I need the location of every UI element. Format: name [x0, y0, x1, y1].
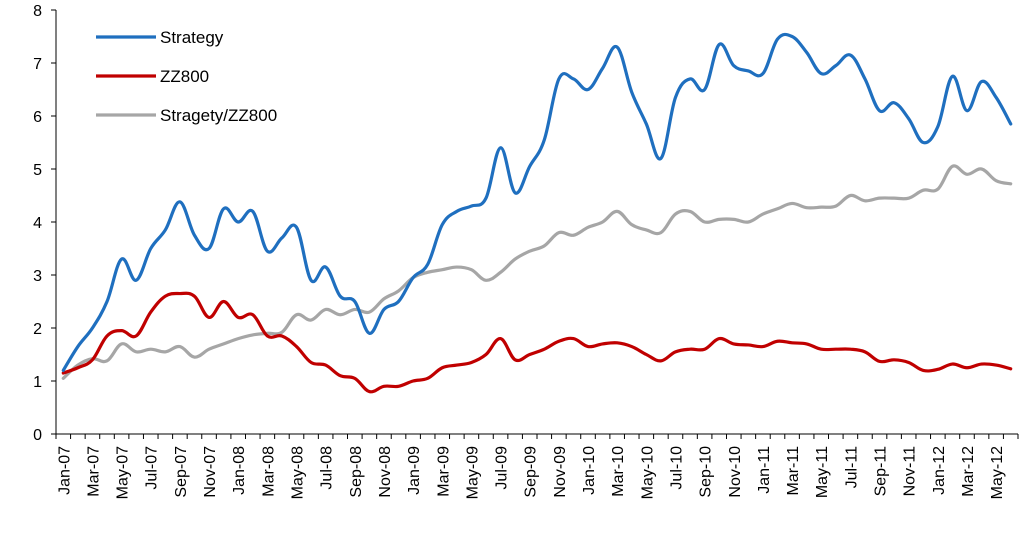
x-tick-label: Jan-10	[581, 446, 598, 495]
x-tick-label: Nov-08	[377, 446, 394, 498]
x-tick-label: Mar-08	[260, 446, 277, 497]
x-tick-label: May-11	[814, 446, 831, 498]
x-tick-label: Nov-07	[202, 446, 219, 498]
x-tick-label: Sep-10	[698, 446, 715, 498]
x-tick-label: Jan-09	[406, 446, 423, 495]
x-tick-label: Jan-07	[56, 446, 73, 495]
x-tick-label: Jul-09	[494, 446, 511, 490]
x-tick-label: Jan-12	[931, 446, 948, 495]
legend-label: ZZ800	[160, 67, 209, 86]
x-tick-label: Jan-11	[756, 446, 773, 494]
x-tick-label: Mar-12	[960, 446, 977, 497]
y-tick-label: 2	[33, 321, 42, 338]
x-tick-label: Jul-10	[668, 446, 685, 490]
legend-label: Stragety/ZZ800	[160, 106, 277, 125]
x-tick-label: May-07	[115, 446, 132, 499]
x-tick-label: Mar-07	[85, 446, 102, 497]
y-tick-label: 3	[33, 268, 42, 285]
x-tick-label: Sep-11	[873, 446, 890, 497]
x-tick-label: May-12	[989, 446, 1006, 499]
y-tick-label: 6	[33, 109, 42, 126]
x-tick-label: Sep-07	[173, 446, 190, 498]
y-tick-label: 5	[33, 162, 42, 179]
x-tick-label: May-10	[639, 446, 656, 499]
x-tick-label: Jan-08	[231, 446, 248, 495]
x-tick-label: Mar-11	[785, 446, 802, 496]
x-tick-label: Sep-08	[348, 446, 365, 498]
series-line-strategy	[61, 32, 1013, 372]
series-line-zz800	[61, 291, 1013, 394]
y-tick-label: 4	[33, 215, 42, 232]
y-tick-label: 1	[33, 374, 42, 391]
y-tick-label: 7	[33, 56, 42, 73]
x-tick-label: Mar-09	[435, 446, 452, 497]
x-tick-label: Jul-08	[319, 446, 336, 490]
x-tick-label: Nov-10	[727, 446, 744, 498]
x-tick-label: Sep-09	[523, 446, 540, 498]
x-tick-label: Mar-10	[610, 446, 627, 497]
legend-label: Strategy	[160, 28, 224, 47]
x-tick-label: Jul-07	[144, 446, 161, 490]
x-tick-label: Jul-11	[843, 446, 860, 488]
y-tick-label: 0	[33, 427, 42, 444]
x-tick-label: May-09	[464, 446, 481, 499]
x-tick-label: Nov-09	[552, 446, 569, 498]
x-tick-label: Nov-11	[902, 446, 919, 496]
x-tick-label: May-08	[290, 446, 307, 499]
y-tick-label: 8	[33, 3, 42, 20]
series-line-stragety-zz800	[61, 164, 1013, 380]
